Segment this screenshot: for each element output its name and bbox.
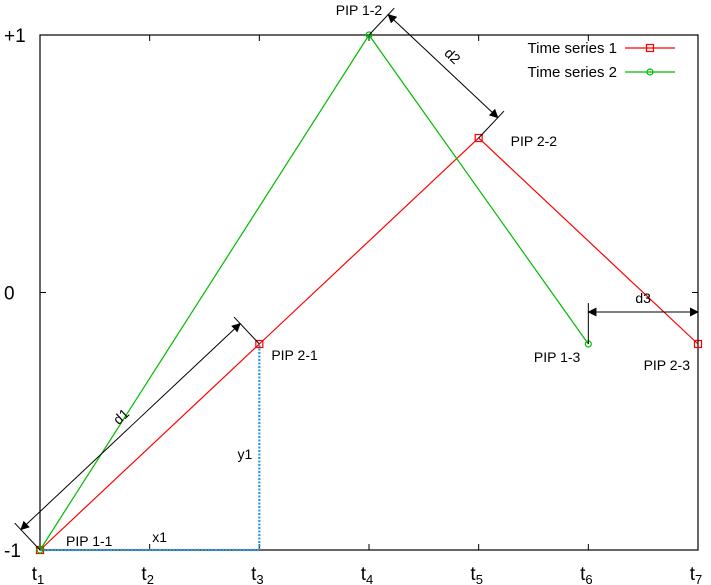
x-tick-label-base: t (32, 564, 38, 585)
y-tick-label: +1 (4, 26, 26, 47)
series-2-point (365, 31, 373, 39)
y-tick-label: 0 (4, 284, 15, 305)
distance-extension-d1 (233, 316, 260, 345)
x-tick-label-base: t (470, 564, 476, 585)
pip-label: PIP 1-3 (534, 349, 581, 365)
axis-ticks: t1 t2 t3 t4 t5 t6 t7+10-1 (4, 26, 702, 585)
distance-label-d3: d3 (635, 290, 651, 306)
x-tick-label: t3 (251, 564, 264, 585)
legend-marker-series-2 (646, 68, 654, 76)
x-tick-label-base: t (251, 564, 257, 585)
x-tick-label-base: t (141, 564, 147, 585)
pip-labels: PIP 1-1 PIP 2-1 PIP 1-2 PIP 2-2 PIP 1-3 PIP 2… (66, 2, 690, 549)
distance-components: x1 y1 (40, 344, 261, 552)
pip-label: PIP 2-1 (271, 347, 318, 363)
series-2-point (36, 546, 44, 554)
pip-label: PIP 2-2 (511, 133, 558, 149)
legend-label-series-2: Time series 2 (528, 64, 617, 81)
x-tick-label-subscript: 3 (256, 572, 263, 585)
x-tick-label-base: t (580, 564, 586, 585)
pip-label: PIP 1-1 (66, 533, 113, 549)
x-tick-label-subscript: 2 (147, 572, 154, 585)
distance-arrow-d2 (387, 13, 499, 119)
x-tick-label: t6 (580, 564, 593, 585)
y-tick-label: -1 (4, 541, 21, 562)
pip-label: PIP 2-3 (644, 357, 691, 373)
distance-label-d2: d2 (441, 45, 463, 67)
legend-label-series-1: Time series 1 (528, 40, 617, 57)
x-tick-label-subscript: 7 (695, 572, 702, 585)
x-tick-label-base: t (690, 564, 696, 585)
x-tick-label-subscript: 5 (476, 572, 483, 585)
distance-extension-d2 (478, 110, 505, 139)
legend-marker-series-1 (645, 43, 655, 53)
x-tick-label: t4 (361, 564, 374, 585)
component-label-y1: y1 (238, 446, 253, 462)
x-tick-label-subscript: 6 (585, 572, 592, 585)
x-tick-label: t5 (470, 564, 483, 585)
legend: Time series 1 Time series 2 (528, 40, 675, 81)
distance-arrows: d1 d2 d3 (14, 7, 699, 551)
x-tick-label: t2 (141, 564, 154, 585)
x-tick-label-subscript: 1 (37, 572, 44, 585)
distance-arrow-d1 (20, 322, 241, 531)
distance-extension-d1 (14, 522, 41, 551)
plot-frame (39, 34, 699, 551)
series-1-point (255, 339, 264, 349)
x-tick-label: t1 (32, 564, 45, 585)
distance-extension-d2 (368, 7, 395, 36)
pip-label: PIP 1-2 (336, 2, 383, 18)
series-line-1 (39, 137, 699, 551)
distance-label-d1: d1 (110, 405, 132, 427)
x-tick-label: t7 (690, 564, 703, 585)
series-1-point (474, 133, 483, 143)
component-label-x1: x1 (152, 529, 167, 545)
series-lines (35, 31, 703, 555)
x-tick-label-base: t (361, 564, 367, 585)
x-tick-label-subscript: 4 (366, 572, 373, 585)
